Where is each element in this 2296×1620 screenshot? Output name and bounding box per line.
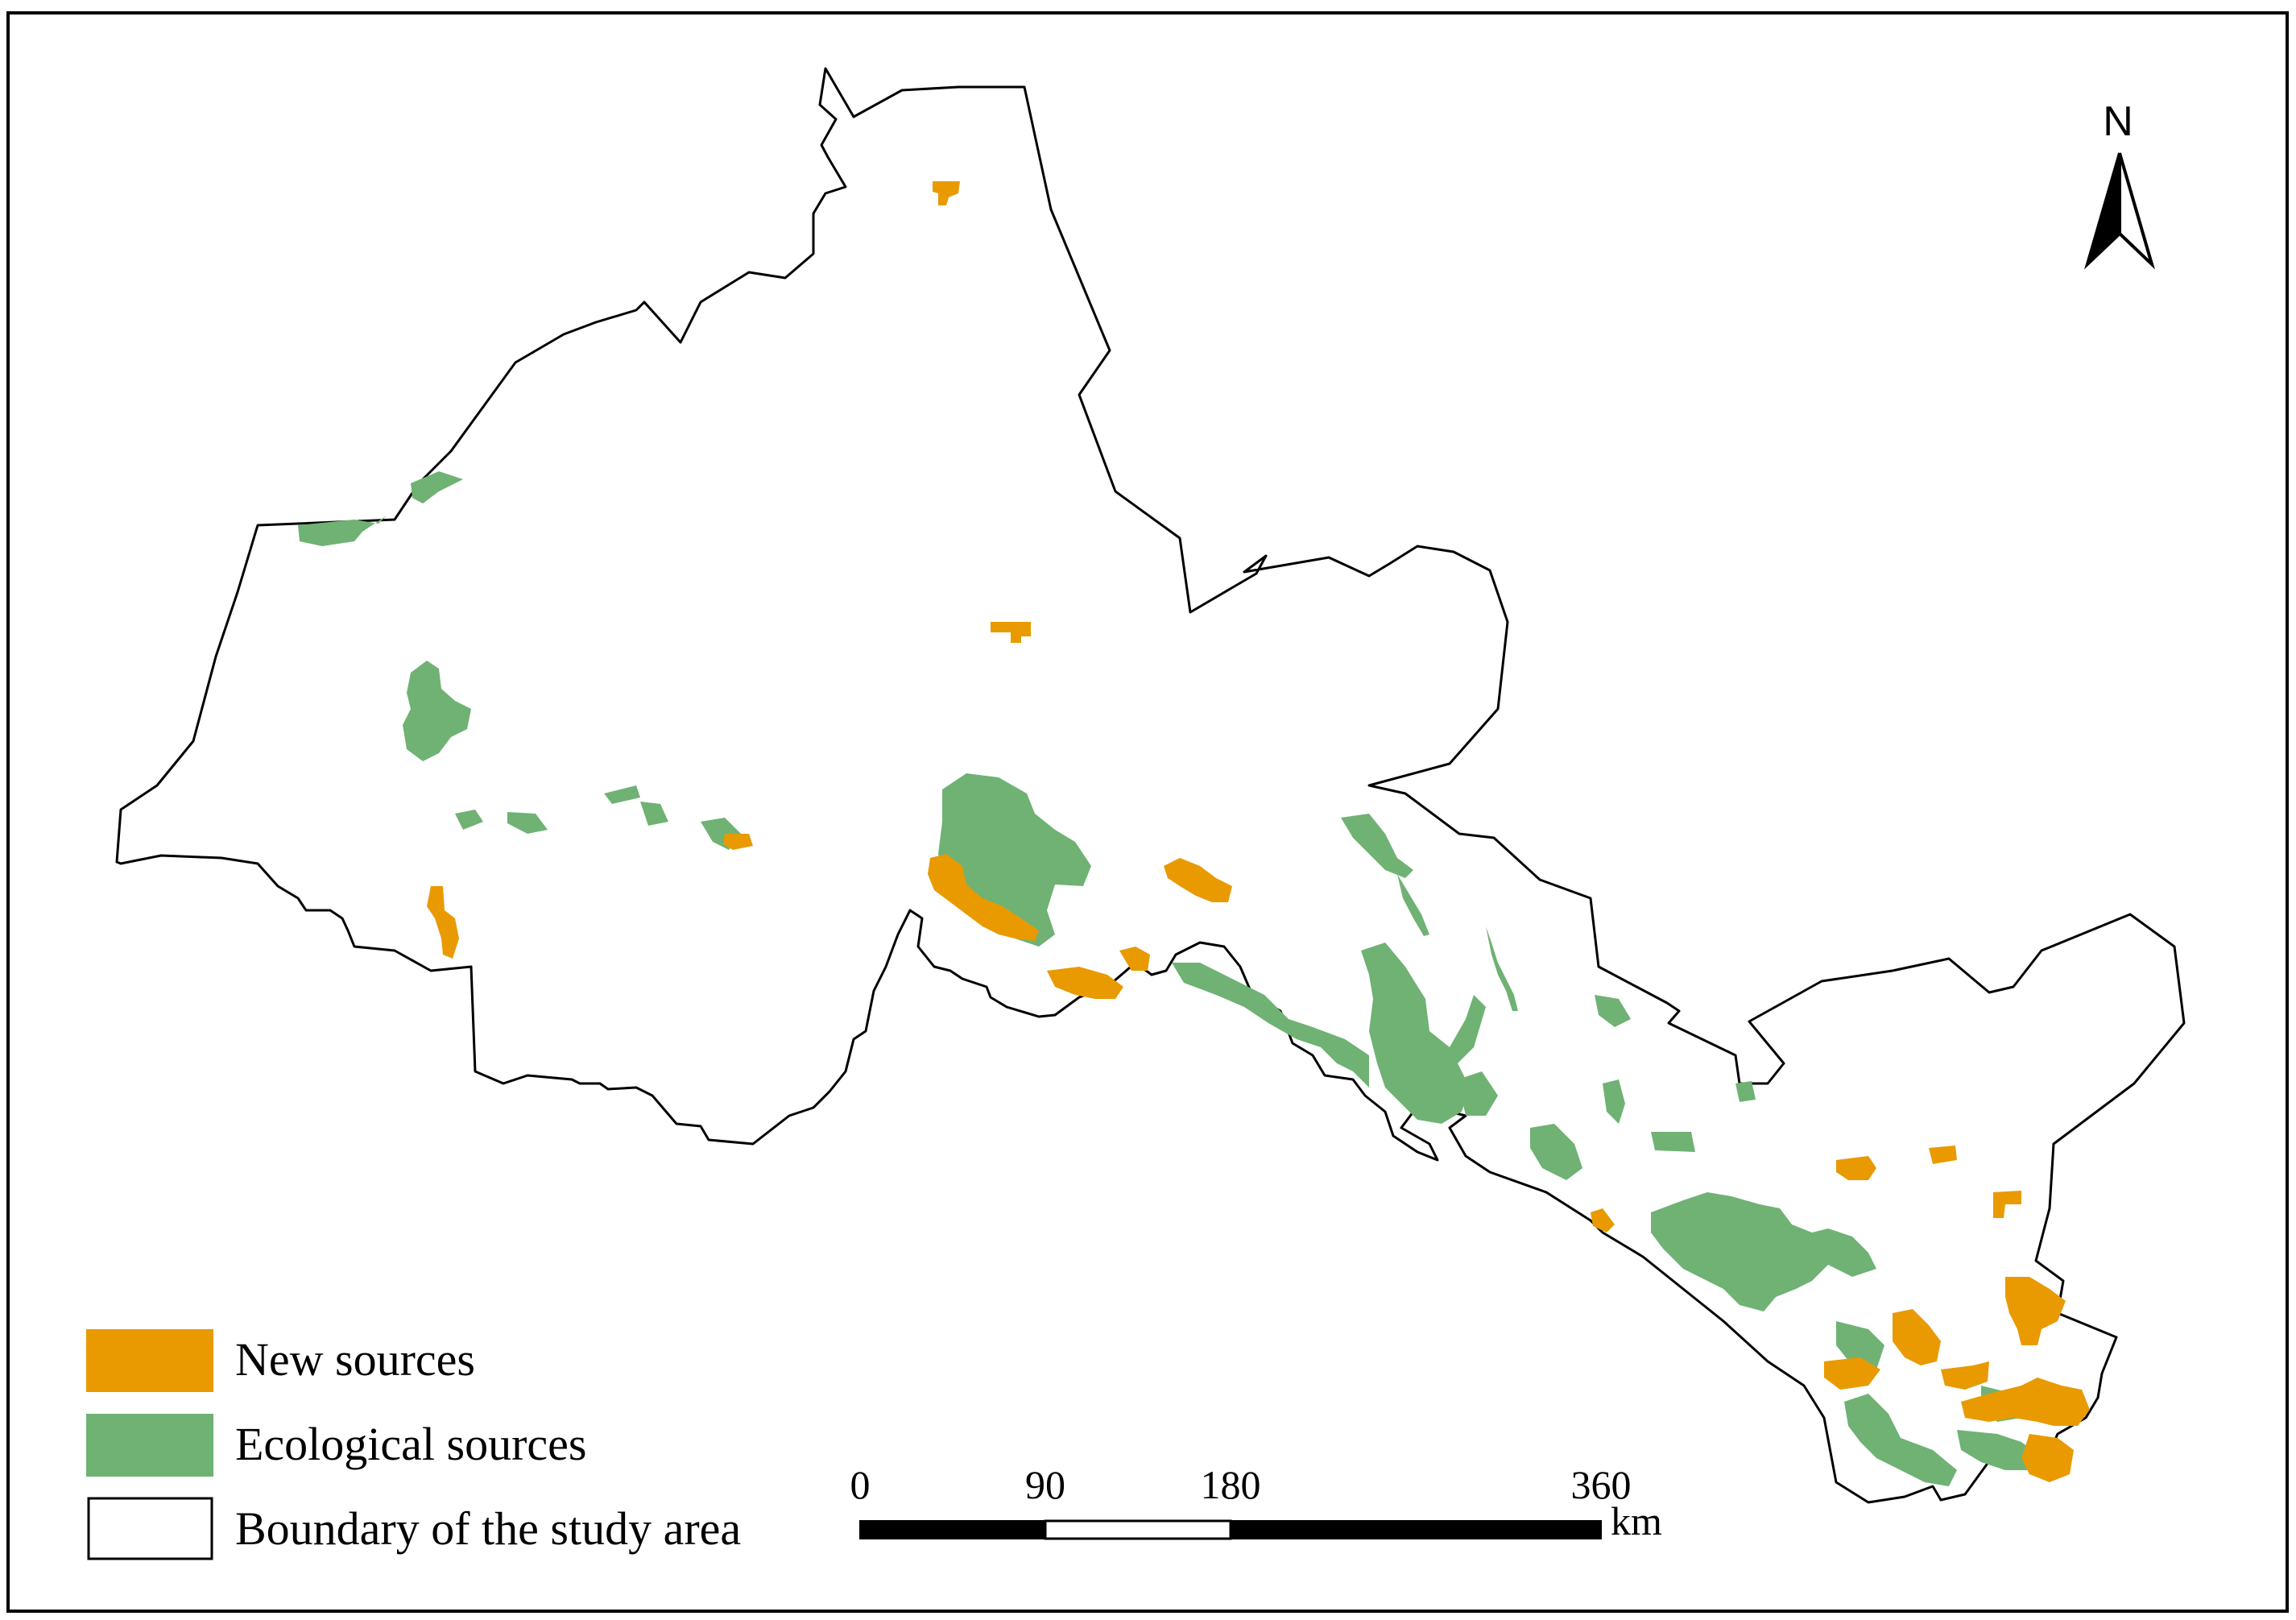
legend-swatch-boundary bbox=[87, 1497, 213, 1560]
scale-tick-0: 0 bbox=[850, 1462, 871, 1507]
scale-tick-180: 180 bbox=[1201, 1462, 1261, 1507]
new-source-patch bbox=[2005, 1277, 2066, 1345]
new-source-patch bbox=[1591, 1208, 1615, 1233]
ecological-patch bbox=[1397, 874, 1429, 936]
ecological-patch bbox=[411, 471, 463, 503]
ecological-patch bbox=[403, 661, 471, 761]
new-source-patch bbox=[1119, 947, 1150, 971]
new-source-patch bbox=[1047, 967, 1123, 999]
ecological-patch bbox=[1957, 1430, 2037, 1470]
legend-swatch-new-sources bbox=[86, 1329, 213, 1392]
ecological-patch bbox=[640, 802, 668, 826]
legend-label-boundary: Boundary of the study area bbox=[235, 1502, 741, 1555]
scale-tick-90: 90 bbox=[1025, 1462, 1065, 1507]
legend-label-ecological-sources: Ecological sources bbox=[235, 1418, 586, 1470]
ecological-patch bbox=[1735, 1081, 1756, 1102]
legend: New sources Ecological sources Boundary … bbox=[86, 1329, 741, 1560]
ecological-patch bbox=[1651, 1192, 1876, 1311]
new-source-patch bbox=[933, 181, 960, 205]
ecological-patch bbox=[1595, 995, 1631, 1027]
new-sources-layer bbox=[427, 181, 2090, 1482]
new-source-patch bbox=[1929, 1146, 1957, 1164]
new-source-patch bbox=[1893, 1309, 1941, 1365]
new-source-patch bbox=[1961, 1378, 2090, 1426]
new-source-patch bbox=[1941, 1361, 1989, 1390]
north-arrow: N bbox=[2084, 98, 2155, 270]
new-source-patch bbox=[1824, 1357, 1880, 1390]
scale-segment-black-2 bbox=[1230, 1520, 1602, 1539]
new-source-patch bbox=[928, 854, 1039, 941]
ecological-patch bbox=[455, 810, 483, 830]
new-source-patch bbox=[427, 886, 459, 959]
new-source-patch bbox=[991, 622, 1031, 643]
legend-swatch-ecological-sources bbox=[86, 1414, 213, 1477]
north-arrow-icon bbox=[2084, 152, 2155, 270]
ecological-patch bbox=[298, 516, 387, 546]
new-source-patch bbox=[1164, 858, 1232, 902]
new-source-patch bbox=[1836, 1156, 1876, 1180]
ecological-patch bbox=[1361, 943, 1486, 1124]
new-source-patch bbox=[2021, 1434, 2074, 1482]
ecological-patch bbox=[604, 785, 640, 804]
ecological-patch bbox=[1844, 1394, 1957, 1486]
scale-bar: 0 90 180 360 km bbox=[850, 1462, 1663, 1543]
ecological-patch bbox=[1836, 1321, 1884, 1369]
ecological-patch bbox=[1458, 1071, 1498, 1116]
ecological-patch bbox=[1603, 1079, 1625, 1124]
ecological-patch bbox=[1172, 963, 1369, 1088]
ecological-patch bbox=[1486, 926, 1518, 1011]
ecological-patch bbox=[1341, 814, 1413, 878]
scale-segment-white bbox=[1044, 1519, 1232, 1540]
scale-segment-black-1 bbox=[859, 1520, 1046, 1539]
scale-tick-360: 360 bbox=[1571, 1462, 1632, 1507]
ecological-patch bbox=[1651, 1132, 1695, 1152]
scale-unit: km bbox=[1611, 1498, 1662, 1543]
ecological-patch bbox=[1530, 1124, 1582, 1180]
north-label: N bbox=[2103, 98, 2133, 145]
legend-label-new-sources: New sources bbox=[235, 1333, 475, 1386]
new-source-patch bbox=[723, 834, 753, 850]
ecological-patch bbox=[507, 812, 548, 834]
new-source-patch bbox=[1993, 1191, 2021, 1218]
